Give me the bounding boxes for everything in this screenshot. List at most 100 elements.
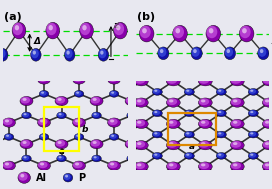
Circle shape bbox=[137, 142, 141, 145]
Circle shape bbox=[167, 98, 177, 105]
Circle shape bbox=[75, 134, 82, 139]
Circle shape bbox=[4, 134, 14, 140]
Circle shape bbox=[74, 134, 84, 140]
Circle shape bbox=[231, 77, 241, 84]
Circle shape bbox=[230, 77, 244, 86]
Circle shape bbox=[92, 155, 101, 162]
Circle shape bbox=[134, 77, 148, 86]
Circle shape bbox=[233, 121, 237, 124]
Circle shape bbox=[233, 142, 237, 145]
Circle shape bbox=[137, 99, 141, 102]
Circle shape bbox=[230, 141, 244, 150]
Circle shape bbox=[167, 162, 177, 169]
Circle shape bbox=[73, 75, 83, 82]
Circle shape bbox=[218, 154, 221, 156]
Circle shape bbox=[217, 131, 224, 136]
Circle shape bbox=[153, 153, 160, 158]
Circle shape bbox=[41, 135, 44, 137]
Circle shape bbox=[225, 47, 233, 57]
Circle shape bbox=[199, 141, 209, 148]
Circle shape bbox=[248, 153, 258, 159]
Circle shape bbox=[22, 155, 31, 162]
Text: (b): (b) bbox=[137, 12, 156, 22]
Circle shape bbox=[152, 110, 162, 117]
Circle shape bbox=[199, 119, 209, 126]
Circle shape bbox=[173, 26, 184, 38]
Circle shape bbox=[57, 141, 62, 144]
Circle shape bbox=[92, 141, 97, 144]
Circle shape bbox=[38, 118, 51, 127]
Circle shape bbox=[39, 91, 47, 96]
Circle shape bbox=[46, 23, 57, 35]
Circle shape bbox=[250, 111, 254, 113]
Circle shape bbox=[80, 23, 90, 35]
Circle shape bbox=[218, 90, 221, 92]
Circle shape bbox=[15, 25, 19, 30]
Circle shape bbox=[265, 163, 270, 166]
Circle shape bbox=[262, 77, 272, 86]
Circle shape bbox=[230, 98, 244, 107]
Circle shape bbox=[166, 98, 180, 107]
Text: (a): (a) bbox=[4, 12, 22, 22]
Circle shape bbox=[65, 49, 73, 58]
Circle shape bbox=[41, 92, 44, 94]
Circle shape bbox=[63, 173, 73, 182]
Circle shape bbox=[98, 48, 109, 61]
Circle shape bbox=[239, 25, 254, 42]
Circle shape bbox=[250, 90, 254, 92]
Circle shape bbox=[153, 89, 160, 94]
Circle shape bbox=[218, 132, 221, 134]
Circle shape bbox=[31, 49, 39, 58]
Circle shape bbox=[139, 25, 154, 42]
Circle shape bbox=[125, 97, 135, 104]
Circle shape bbox=[153, 110, 160, 115]
Circle shape bbox=[125, 139, 138, 149]
Circle shape bbox=[13, 23, 23, 35]
Circle shape bbox=[169, 78, 174, 81]
Circle shape bbox=[57, 155, 64, 160]
Circle shape bbox=[75, 91, 82, 96]
Circle shape bbox=[154, 154, 157, 156]
Circle shape bbox=[6, 135, 9, 137]
Circle shape bbox=[193, 49, 197, 53]
Circle shape bbox=[73, 161, 83, 168]
Circle shape bbox=[75, 163, 79, 166]
Circle shape bbox=[109, 91, 119, 97]
Circle shape bbox=[57, 98, 62, 101]
Circle shape bbox=[227, 49, 230, 53]
Circle shape bbox=[63, 174, 71, 180]
Circle shape bbox=[94, 113, 97, 115]
Circle shape bbox=[65, 175, 68, 177]
Circle shape bbox=[186, 154, 189, 156]
Circle shape bbox=[0, 49, 6, 58]
Circle shape bbox=[233, 163, 237, 166]
Circle shape bbox=[198, 77, 212, 86]
Circle shape bbox=[135, 141, 145, 148]
Circle shape bbox=[110, 163, 114, 166]
Circle shape bbox=[55, 97, 65, 104]
Text: a: a bbox=[189, 142, 195, 151]
Circle shape bbox=[258, 47, 266, 57]
Circle shape bbox=[135, 162, 145, 169]
Circle shape bbox=[216, 153, 226, 159]
Circle shape bbox=[20, 97, 30, 104]
Circle shape bbox=[201, 121, 205, 124]
Circle shape bbox=[20, 96, 33, 106]
Circle shape bbox=[154, 132, 157, 134]
Circle shape bbox=[263, 98, 272, 105]
Circle shape bbox=[184, 153, 194, 159]
Circle shape bbox=[38, 161, 48, 168]
Circle shape bbox=[169, 142, 174, 145]
Circle shape bbox=[40, 119, 44, 122]
Circle shape bbox=[231, 141, 241, 148]
Circle shape bbox=[76, 135, 79, 137]
Circle shape bbox=[4, 134, 12, 139]
Circle shape bbox=[184, 110, 194, 117]
Circle shape bbox=[107, 118, 120, 127]
Circle shape bbox=[154, 111, 157, 113]
Circle shape bbox=[92, 112, 99, 117]
Circle shape bbox=[73, 118, 83, 125]
Text: z: z bbox=[113, 21, 118, 30]
Circle shape bbox=[263, 141, 272, 148]
Circle shape bbox=[265, 78, 270, 81]
